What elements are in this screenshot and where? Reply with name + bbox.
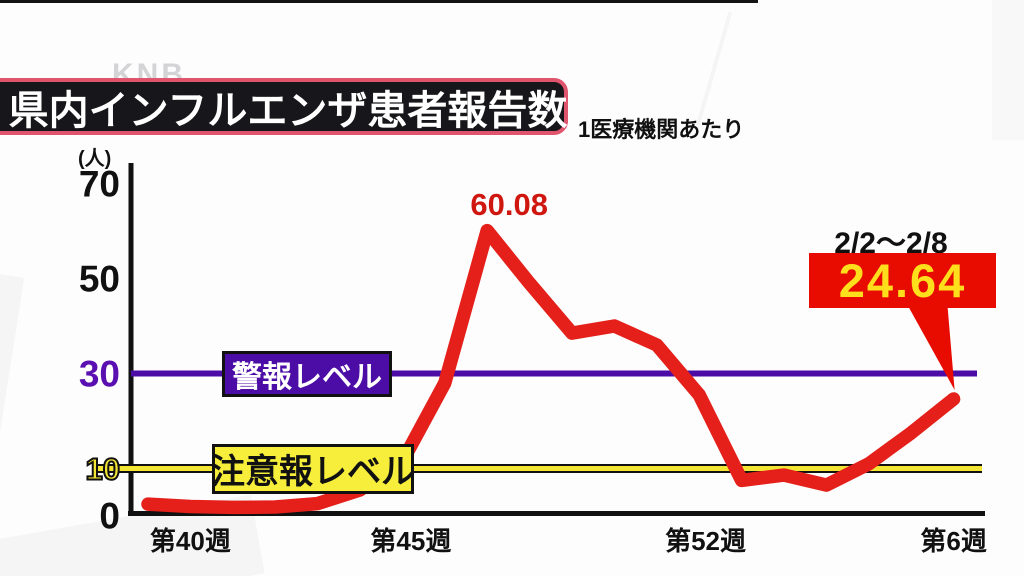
y-tick-30: 30 [78,353,120,394]
y-tick-50: 50 [78,258,120,299]
x-tick-week45: 第45週 [370,526,452,556]
callout-tail [908,307,955,390]
per-institution-note: 1医療機関あたり [578,117,745,142]
y-axis-unit-label: (人) [78,148,112,170]
latest-value-callout: 24.64 [809,253,996,308]
peak-value-label: 60.08 [470,186,548,222]
alert-level-label: 警報レベル [222,350,392,397]
y-tick-0: 0 [99,495,120,537]
top-edge-strip [0,0,758,3]
x-tick-week40: 第40週 [149,526,231,556]
caution-level-label: 注意報レベル [211,443,415,494]
x-tick-week6: 第6週 [920,526,987,556]
y-tick-70: 70 [78,163,120,204]
headline-banner: 県内インフルエンザ患者報告数 [0,78,568,135]
page-title: 県内インフルエンザ患者報告数 [8,88,568,133]
flu-trend-line [141,223,961,515]
y-tick-10: 10 [85,451,121,486]
latest-value-text: 24.64 [838,254,967,307]
x-tick-week52: 第52週 [665,526,747,556]
